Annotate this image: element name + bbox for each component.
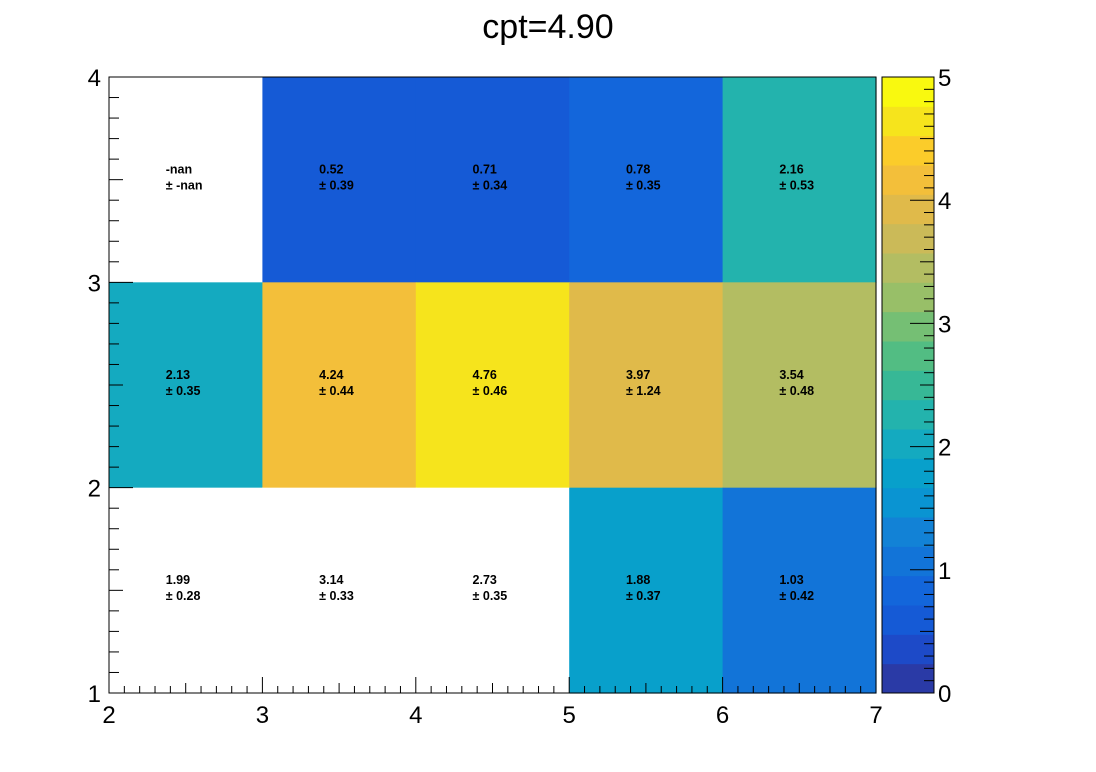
x-tick-label: 5 [563,702,576,729]
heatmap-cell [262,487,417,694]
colorbar-tick-label: 2 [938,435,951,462]
cell-value-label: 0.52 [319,163,343,177]
colorbar-swatch [882,194,934,225]
colorbar-swatch [882,282,934,313]
colorbar-swatch [882,605,934,635]
cell-error-label: ± 0.42 [779,589,814,603]
y-tick-label: 2 [88,476,101,503]
heatmap-cell [569,282,724,489]
cell-value-label: 1.88 [626,573,650,587]
heatmap-cell [569,77,724,283]
colorbar-swatch [882,429,934,459]
cell-error-label: ± 0.39 [319,179,354,193]
cell-error-label: ± 0.35 [166,384,201,398]
heatmap-cell [415,487,570,694]
cell-error-label: ± -nan [166,179,203,193]
heatmap-cell [262,282,417,489]
cell-labels-layer: -nan ± -nan 0.52 ± 0.39 0.71 ± 0.34 0.78 ± 0.35… [166,163,814,604]
heatmap-cell [722,282,877,489]
heatmap-cell [109,487,263,694]
colorbar-swatch [882,399,934,430]
cell-value-label: 1.03 [779,573,803,587]
cell-error-label: ± 0.46 [473,384,508,398]
colorbar-swatch [882,77,934,107]
x-tick-label: 4 [409,702,422,729]
colorbar-swatch [882,487,934,518]
cell-error-label: ± 0.48 [779,384,814,398]
colorbar-swatch [882,311,934,342]
cell-error-label: ± 0.35 [473,589,508,603]
colorbar-swatch [882,223,934,254]
x-tick-label: 6 [716,702,729,729]
colorbar-tick-label: 0 [938,681,951,708]
colorbar-swatch [882,106,934,137]
cells-layer [109,77,877,694]
colorbar-swatch [882,575,934,606]
cell-value-label: 3.54 [779,368,803,382]
x-tick-label: 2 [102,702,115,729]
y-tick-label: 1 [88,681,101,708]
cell-value-label: 1.99 [166,573,190,587]
cell-error-label: ± 0.35 [626,179,661,193]
x-tick-label: 7 [869,702,882,729]
heatmap-cell [569,487,724,694]
colorbar-tick-label: 1 [938,558,951,585]
cell-error-label: ± 0.37 [626,589,661,603]
heatmap-cell [722,487,877,694]
y-tick-label: 4 [88,65,101,92]
cell-error-label: ± 0.44 [319,384,354,398]
cell-value-label: 4.24 [319,368,343,382]
cell-error-label: ± 0.33 [319,589,354,603]
colorbar-tick-label: 4 [938,188,951,215]
colorbar-swatch [882,634,934,665]
cell-value-label: -nan [166,163,192,177]
colorbar-tick-label: 3 [938,311,951,338]
cell-value-label: 2.13 [166,368,190,382]
cell-value-label: 2.16 [779,163,803,177]
colorbar-tick-label: 5 [938,65,951,92]
cell-error-label: ± 0.28 [166,589,201,603]
colorbar-swatch [882,546,934,577]
cell-value-label: 0.71 [473,163,497,177]
heatmap-cell [262,77,417,283]
cell-value-label: 0.78 [626,163,650,177]
cell-value-label: 2.73 [473,573,497,587]
colorbar: 0 1 2 3 4 5 [881,65,951,708]
y-tick-label: 3 [88,270,101,297]
colorbar-swatch [882,517,934,547]
colorbar-swatch [882,341,934,371]
chart-title: cpt=4.90 [482,8,613,46]
cell-value-label: 4.76 [473,368,497,382]
cell-error-label: ± 1.24 [626,384,661,398]
x-tick-label: 3 [256,702,269,729]
heatmap-cell [415,77,570,283]
cell-error-label: ± 0.53 [779,179,814,193]
cell-error-label: ± 0.34 [473,179,508,193]
cell-value-label: 3.14 [319,573,343,587]
heatmap-cell [109,282,263,489]
colorbar-swatch [882,165,934,195]
heatmap-cell [415,282,570,489]
cell-value-label: 3.97 [626,368,650,382]
heatmap-cell [109,77,263,283]
colorbar-swatch [882,253,934,283]
heatmap-cell [722,77,877,283]
